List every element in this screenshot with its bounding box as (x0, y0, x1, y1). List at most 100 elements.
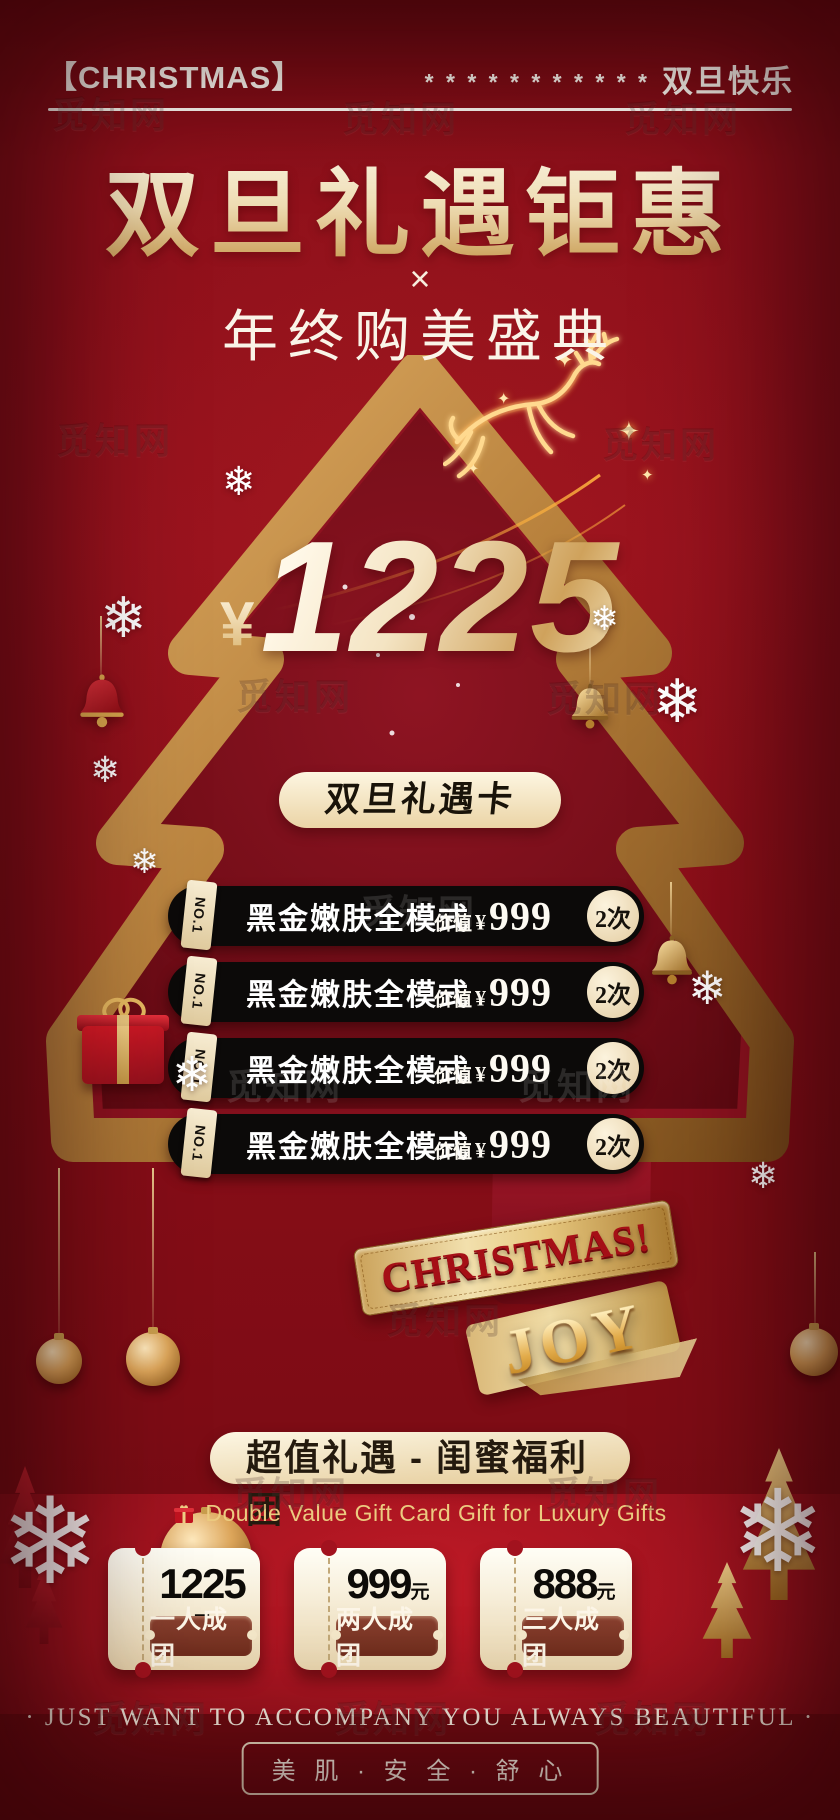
service-row: NO.1 黑金嫩肤全模式 价值 ¥ 999 2次 (168, 1031, 644, 1103)
rank-tag-label: NO.1 (189, 1123, 209, 1163)
ticket-notch (321, 1662, 337, 1678)
ticket-price-value: 999 (346, 1560, 412, 1607)
price-value: 1225 (260, 509, 620, 685)
sparkle-icon: ✦ (618, 416, 640, 446)
ribbon-line1: CHRISTMAS! (377, 1213, 654, 1302)
service-name: 黑金嫩肤全模式 (246, 1131, 470, 1164)
header-divider-line (48, 108, 792, 111)
multiply-divider-icon: × (409, 258, 431, 299)
count-badge: 2次 (587, 1118, 639, 1170)
snowflake-icon: ❄ (130, 843, 159, 881)
service-value: 价值 ¥ 999 (434, 1045, 552, 1092)
sparkle-icon: ✦ (556, 349, 574, 372)
header-left-label: 【CHRISTMAS】 (46, 60, 304, 95)
ticket-price-value: 888 (532, 1560, 598, 1607)
value-currency: ¥ (475, 1137, 486, 1163)
gift-card-badge: 双旦礼遇卡 (278, 772, 562, 828)
sparkle-icon: ✦ (641, 467, 654, 484)
ticket-price: 888元 (524, 1560, 624, 1608)
ornament-ball (36, 1338, 82, 1384)
snowflake-icon: ❄ (172, 1049, 213, 1102)
gold-bell-icon (652, 935, 692, 985)
ticket-notch (507, 1540, 523, 1556)
group-subtitle: Double Value Gift Card Gift for Luxury G… (205, 1500, 667, 1526)
ticket-label: 三人成团 (517, 1606, 629, 1670)
footer-slogan: · JUST WANT TO ACCOMPANY YOU ALWAYS BEAU… (25, 1704, 815, 1731)
value-label: 价值 (433, 1141, 472, 1163)
ornament-ball (790, 1328, 838, 1376)
ribbon-banner: CHRISTMAS! JOY (352, 1199, 688, 1418)
service-name: 黑金嫩肤全模式 (246, 979, 470, 1012)
gift-icon (174, 1504, 195, 1523)
service-name: 黑金嫩肤全模式 (246, 1055, 470, 1088)
rank-tag-label: NO.1 (189, 971, 209, 1011)
ticket-price: 999元 (338, 1560, 438, 1608)
bell-string (670, 882, 672, 936)
page-subtitle: 年终购美盛典 (222, 305, 618, 368)
ornament-string (152, 1168, 154, 1334)
ticket-price-unit: 元 (596, 1582, 616, 1603)
reindeer-icon (443, 330, 620, 479)
coupon-ticket[interactable]: 1225元 一人成团 (108, 1540, 260, 1678)
service-value: 价值 ¥ 999 (434, 969, 552, 1016)
price-block: ¥ 1225 (0, 518, 840, 676)
ornament-string (814, 1252, 816, 1330)
gold-bell-icon (571, 683, 609, 729)
ticket-notch (135, 1662, 151, 1678)
snowflake-icon: ❄ (100, 586, 147, 649)
service-row: NO.1 黑金嫩肤全模式 价值 ¥ 999 2次 (168, 879, 644, 951)
bell-string (589, 634, 591, 684)
snowflake-icon: ❄ (0, 1475, 101, 1609)
red-bell-icon (80, 674, 124, 728)
footer-tagline-box: 美 肌 · 安 全 · 舒 心 (241, 1742, 599, 1795)
header-right: * * * * * * * * * * * 双旦快乐 (425, 56, 794, 101)
ticket-label: 两人成团 (331, 1606, 443, 1670)
value-label: 价值 (433, 913, 472, 935)
snowflake-icon: ❄ (748, 1155, 779, 1196)
light-swoosh (329, 504, 626, 626)
rank-tag-label: NO.1 (189, 895, 209, 935)
coupon-ticket[interactable]: 999元 两人成团 (294, 1540, 446, 1678)
ticket-notch (321, 1540, 337, 1556)
page-title: 双旦礼遇钜惠 (0, 138, 840, 275)
coupon-ticket[interactable]: 888元 三人成团 (480, 1540, 632, 1678)
header-right-label: 双旦快乐 (662, 64, 794, 99)
sparkle-icon: ✦ (468, 461, 479, 476)
service-value: 价值 ¥ 999 (434, 893, 552, 940)
snowflake-icon: ❄ (590, 600, 619, 638)
count-badge: 2次 (587, 890, 639, 942)
value-amount: 999 (489, 1121, 552, 1167)
snowflake-icon: ❄ (652, 668, 703, 735)
group-subtitle-line: Double Value Gift Card Gift for Luxury G… (0, 1500, 840, 1527)
ticket-dashed-line (514, 1558, 516, 1660)
value-amount: 999 (489, 969, 552, 1015)
group-banner: 超值礼遇 - 闺蜜福利团 (210, 1432, 630, 1530)
rank-tag: NO.1 (180, 955, 218, 1027)
value-label: 价值 (433, 1065, 472, 1087)
service-row: NO.1 黑金嫩肤全模式 价值 ¥ 999 2次 (168, 1107, 644, 1179)
price-currency: ¥ (220, 590, 255, 659)
ornament-ball (126, 1332, 180, 1386)
rank-tag: NO.1 (180, 879, 218, 951)
tree-inner-panel (68, 373, 772, 1140)
snowflake-icon: ❄ (222, 460, 256, 504)
gift-card-badge-label: 双旦礼遇卡 (322, 780, 518, 819)
value-amount: 999 (489, 893, 552, 939)
count-badge: 2次 (587, 1042, 639, 1094)
ticket-price-unit: 元 (410, 1582, 430, 1603)
bell-string (100, 616, 102, 678)
snowflake-icon: ❄ (730, 1469, 826, 1596)
ticket-dashed-line (328, 1558, 330, 1660)
value-currency: ¥ (475, 985, 486, 1011)
rank-tag: NO.1 (180, 1107, 218, 1179)
sparkle-icon: ✦ (497, 391, 511, 408)
gift-box (77, 1015, 169, 1084)
ticket-dashed-line (142, 1558, 144, 1660)
service-name: 黑金嫩肤全模式 (246, 903, 470, 936)
value-label: 价值 (433, 989, 472, 1011)
service-value: 价值 ¥ 999 (434, 1121, 552, 1168)
ticket-price-value: 1225 (159, 1560, 246, 1607)
value-currency: ¥ (475, 1061, 486, 1087)
ornament-string (58, 1168, 60, 1340)
